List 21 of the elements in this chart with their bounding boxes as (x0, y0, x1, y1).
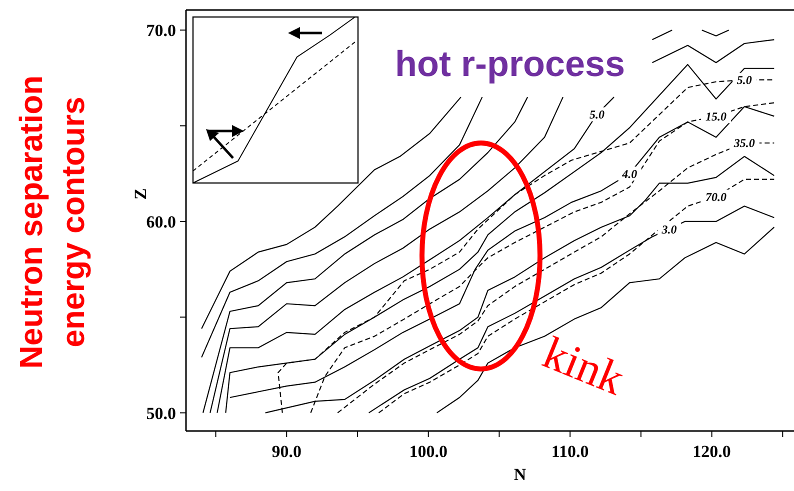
y-axis-title: Z (131, 188, 150, 200)
annotation: hot r-process (395, 43, 626, 84)
x-tick-label: 90.0 (272, 442, 302, 461)
annotation: 35.0 (732, 136, 755, 150)
x-tick-label: 100.0 (409, 442, 448, 461)
line-series (436, 226, 775, 414)
annotation: 70.0 (706, 190, 727, 204)
text: Neutron separation energy contours (13, 75, 91, 369)
line-series (652, 39, 775, 64)
line-series (201, 96, 462, 330)
annotation: 15.0 (706, 109, 727, 124)
x-tick-label: 120.0 (692, 442, 731, 461)
annotation: 3.0 (660, 222, 677, 236)
line-series (201, 96, 483, 358)
annotation: 5.0 (590, 107, 604, 122)
x-tick-label: 110.0 (551, 442, 589, 461)
annotation: kink (536, 326, 632, 405)
x-axis-title: N (514, 465, 527, 484)
y-tick-label: 50.0 (146, 404, 176, 423)
y-tick-label: 60.0 (146, 212, 176, 232)
y-tick-label: 70.0 (146, 21, 176, 40)
